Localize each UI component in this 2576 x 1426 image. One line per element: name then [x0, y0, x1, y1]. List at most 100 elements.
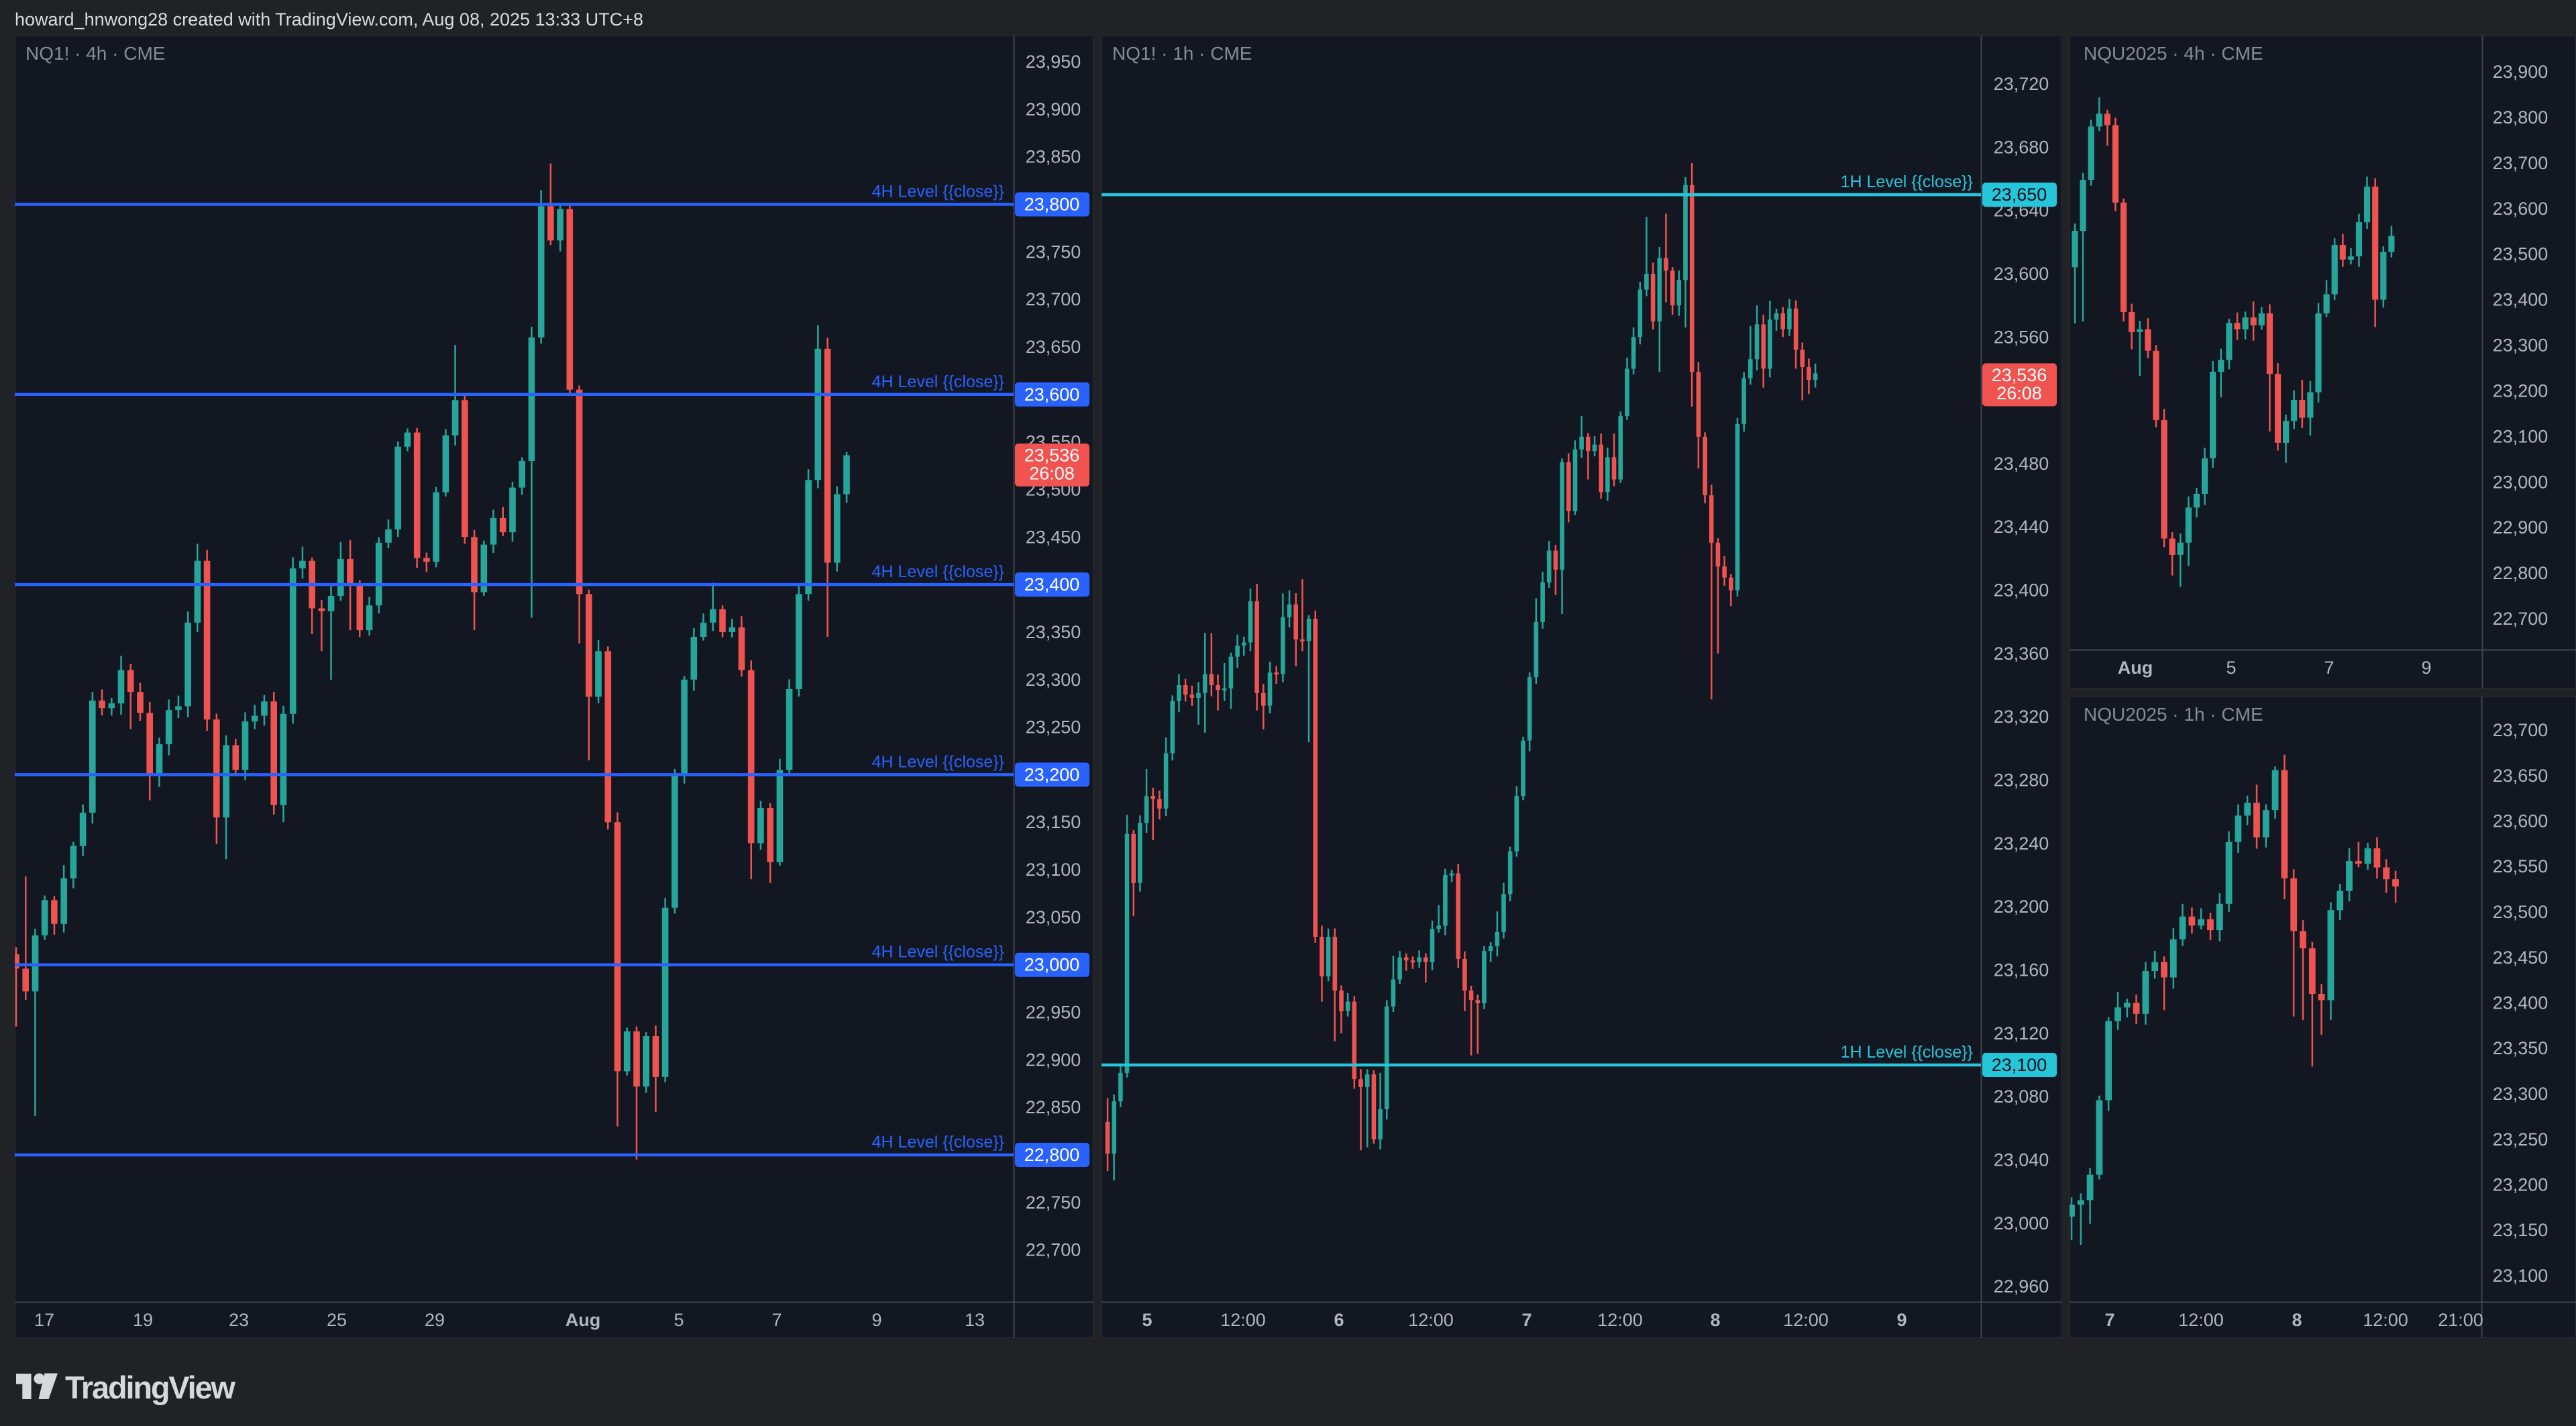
svg-text:23,700: 23,700 — [1026, 289, 1081, 309]
svg-text:23,200: 23,200 — [2493, 380, 2548, 401]
svg-text:23,450: 23,450 — [1026, 527, 1081, 547]
svg-text:23,500: 23,500 — [2493, 244, 2548, 264]
svg-text:23,850: 23,850 — [1026, 147, 1081, 167]
svg-text:12:00: 12:00 — [2363, 1310, 2408, 1330]
svg-text:17: 17 — [34, 1310, 54, 1330]
svg-text:23,100: 23,100 — [2493, 1266, 2548, 1286]
svg-text:13: 13 — [965, 1310, 985, 1330]
svg-text:23,240: 23,240 — [1994, 833, 2049, 854]
svg-text:19: 19 — [133, 1310, 153, 1330]
svg-text:23,600: 23,600 — [1994, 264, 2049, 284]
svg-text:23,800: 23,800 — [2493, 107, 2548, 128]
svg-text:23,720: 23,720 — [1994, 74, 2049, 94]
svg-text:23,900: 23,900 — [2493, 62, 2548, 82]
svg-text:8: 8 — [2292, 1310, 2302, 1330]
svg-text:12:00: 12:00 — [2178, 1310, 2224, 1330]
svg-text:Aug: Aug — [2118, 658, 2153, 678]
svg-text:5: 5 — [674, 1310, 684, 1330]
svg-text:23,536: 23,536 — [1024, 445, 1080, 465]
svg-text:12:00: 12:00 — [1783, 1310, 1829, 1330]
svg-text:23,600: 23,600 — [2493, 811, 2548, 831]
svg-text:23,050: 23,050 — [1026, 907, 1081, 927]
svg-text:23,500: 23,500 — [2493, 902, 2548, 922]
svg-text:4H Level {{close}}: 4H Level {{close}} — [872, 562, 1004, 581]
svg-text:6: 6 — [1334, 1310, 1344, 1330]
svg-text:4H Level {{close}}: 4H Level {{close}} — [872, 943, 1004, 962]
svg-text:22,900: 22,900 — [2493, 517, 2548, 538]
svg-text:12:00: 12:00 — [1408, 1310, 1454, 1330]
svg-text:23,400: 23,400 — [1994, 580, 2049, 601]
svg-text:23,650: 23,650 — [1992, 185, 2047, 205]
svg-text:4H Level {{close}}: 4H Level {{close}} — [872, 1133, 1004, 1152]
svg-text:23,480: 23,480 — [1994, 454, 2049, 474]
svg-text:23,400: 23,400 — [2493, 290, 2548, 310]
svg-text:23,200: 23,200 — [1024, 764, 1080, 784]
svg-text:22,900: 22,900 — [1026, 1050, 1081, 1070]
svg-text:7: 7 — [2324, 658, 2334, 678]
svg-text:25: 25 — [327, 1310, 347, 1330]
svg-text:23,360: 23,360 — [1994, 644, 2049, 664]
svg-text:23,100: 23,100 — [1026, 860, 1081, 880]
svg-text:23,280: 23,280 — [1994, 770, 2049, 791]
svg-text:23,400: 23,400 — [1024, 574, 1080, 595]
svg-text:23,600: 23,600 — [2493, 199, 2548, 219]
svg-text:NQ1! · 1h · CME: NQ1! · 1h · CME — [1112, 43, 1252, 64]
svg-text:5: 5 — [2226, 658, 2236, 678]
svg-text:7: 7 — [771, 1310, 782, 1330]
svg-text:22,700: 22,700 — [2493, 609, 2548, 629]
svg-text:23,750: 23,750 — [1026, 242, 1081, 262]
svg-text:Aug: Aug — [566, 1310, 600, 1330]
svg-text:23,450: 23,450 — [2493, 948, 2548, 968]
svg-text:4H Level {{close}}: 4H Level {{close}} — [872, 372, 1004, 391]
svg-text:23,200: 23,200 — [2493, 1175, 2548, 1195]
svg-text:23,700: 23,700 — [2493, 153, 2548, 173]
svg-text:9: 9 — [2421, 658, 2431, 678]
svg-text:23,000: 23,000 — [1994, 1213, 2049, 1233]
svg-text:23,300: 23,300 — [2493, 336, 2548, 356]
svg-text:23,800: 23,800 — [1024, 195, 1080, 215]
svg-text:23,350: 23,350 — [2493, 1038, 2548, 1058]
svg-text:23,150: 23,150 — [2493, 1220, 2548, 1240]
svg-text:NQU2025 · 1h · CME: NQU2025 · 1h · CME — [2084, 704, 2263, 725]
svg-text:23,040: 23,040 — [1994, 1150, 2049, 1170]
svg-text:22,750: 22,750 — [1026, 1192, 1081, 1213]
svg-text:NQ1! · 4h · CME: NQ1! · 4h · CME — [25, 43, 165, 64]
svg-text:22,800: 22,800 — [2493, 563, 2548, 583]
svg-text:22,850: 22,850 — [1026, 1097, 1081, 1117]
svg-text:21:00: 21:00 — [2438, 1310, 2483, 1330]
svg-text:26:08: 26:08 — [1029, 463, 1075, 483]
svg-text:23: 23 — [229, 1310, 249, 1330]
svg-text:5: 5 — [1142, 1310, 1152, 1330]
svg-text:23,150: 23,150 — [1026, 812, 1081, 832]
svg-text:23,320: 23,320 — [1994, 707, 2049, 727]
svg-text:23,300: 23,300 — [1026, 670, 1081, 690]
svg-text:22,800: 22,800 — [1024, 1145, 1080, 1165]
svg-text:23,200: 23,200 — [1994, 897, 2049, 917]
svg-text:23,350: 23,350 — [1026, 622, 1081, 642]
svg-text:8: 8 — [1710, 1310, 1720, 1330]
svg-text:23,440: 23,440 — [1994, 517, 2049, 537]
svg-text:23,650: 23,650 — [1026, 337, 1081, 357]
svg-text:23,100: 23,100 — [2493, 426, 2548, 446]
svg-text:12:00: 12:00 — [1220, 1310, 1266, 1330]
svg-text:22,700: 22,700 — [1026, 1240, 1081, 1260]
svg-text:9: 9 — [1896, 1310, 1907, 1330]
svg-text:23,250: 23,250 — [2493, 1129, 2548, 1150]
svg-text:23,536: 23,536 — [1992, 365, 2047, 385]
svg-text:23,120: 23,120 — [1994, 1023, 2049, 1043]
svg-text:NQU2025 · 4h · CME: NQU2025 · 4h · CME — [2084, 43, 2263, 64]
svg-text:23,400: 23,400 — [2493, 993, 2548, 1013]
svg-text:23,300: 23,300 — [2493, 1084, 2548, 1104]
svg-text:23,080: 23,080 — [1994, 1086, 2049, 1107]
svg-text:23,100: 23,100 — [1992, 1055, 2047, 1075]
svg-text:23,700: 23,700 — [2493, 720, 2548, 740]
svg-text:12:00: 12:00 — [1597, 1310, 1643, 1330]
svg-text:22,950: 22,950 — [1026, 1003, 1081, 1023]
svg-text:22,960: 22,960 — [1994, 1276, 2049, 1296]
svg-text:23,160: 23,160 — [1994, 960, 2049, 980]
svg-text:1H Level {{close}}: 1H Level {{close}} — [1841, 172, 1973, 191]
svg-text:4H Level {{close}}: 4H Level {{close}} — [872, 183, 1004, 201]
svg-text:23,550: 23,550 — [2493, 856, 2548, 876]
svg-text:4H Level {{close}}: 4H Level {{close}} — [872, 752, 1004, 771]
svg-text:23,600: 23,600 — [1024, 385, 1080, 405]
